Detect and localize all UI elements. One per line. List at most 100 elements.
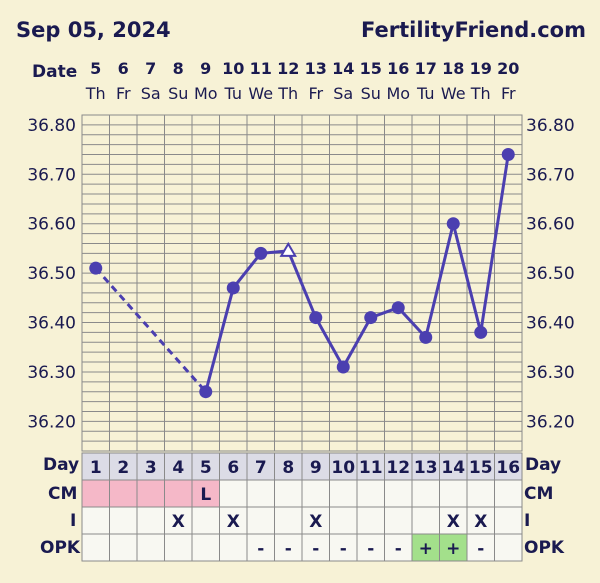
weekday-label: Mo: [194, 84, 218, 103]
day-value: 4: [172, 458, 184, 478]
date-label: 8: [173, 59, 184, 78]
y-tick-label-left: 36.20: [27, 412, 76, 432]
date-label: 10: [222, 59, 244, 78]
weekday-label: Th: [85, 84, 106, 103]
y-tick-label-right: 36.80: [526, 116, 575, 136]
cm-cell: [109, 479, 138, 508]
i-cell: [466, 506, 495, 535]
y-tick-label-right: 36.30: [526, 363, 575, 383]
cm-cell: [466, 479, 495, 508]
weekday-label: Su: [168, 84, 188, 103]
cm-cell: [384, 479, 413, 508]
day-value: 3: [145, 458, 157, 478]
i-value: X: [474, 512, 487, 532]
series-line: [341, 316, 373, 368]
cm-cell: [439, 479, 468, 508]
day-value: 11: [359, 458, 383, 478]
weekday-label: Th: [470, 84, 491, 103]
y-tick-label-right: 36.70: [526, 165, 575, 185]
day-value: 9: [310, 458, 322, 478]
i-row-label-right: I: [524, 511, 531, 531]
date-label: 19: [470, 59, 492, 78]
opk-cell: [109, 533, 138, 562]
opk-value: +: [446, 539, 460, 559]
weekday-label: We: [441, 84, 466, 103]
date-label: 14: [332, 59, 354, 78]
cm-cell: [494, 479, 523, 508]
day-cell: [356, 452, 385, 481]
day-cell: [136, 452, 165, 481]
series-line: [451, 223, 483, 333]
cm-cell: [136, 479, 165, 508]
i-cell: [356, 506, 385, 535]
day-cell: [494, 452, 523, 481]
weekday-label: Mo: [386, 84, 410, 103]
opk-value: -: [367, 539, 374, 559]
cm-row-label-left: CM: [48, 484, 78, 504]
day-value: 10: [331, 458, 355, 478]
weekday-label: Sa: [141, 84, 161, 103]
data-point: [501, 148, 515, 162]
day-value: 8: [282, 458, 294, 478]
opk-cell: [164, 533, 193, 562]
y-tick-label-left: 36.30: [27, 363, 76, 383]
day-value: 6: [227, 458, 239, 478]
weekday-label: Th: [277, 84, 298, 103]
date-label: 9: [200, 59, 211, 78]
series-line: [314, 316, 345, 368]
day-value: 14: [441, 458, 465, 478]
i-cell: [411, 506, 440, 535]
opk-value: +: [419, 539, 433, 559]
opk-cell: [191, 533, 220, 562]
day-value: 13: [414, 458, 438, 478]
i-cell: [494, 506, 523, 535]
i-row-label-left: I: [70, 511, 77, 531]
date-label: 6: [118, 59, 129, 78]
y-tick-label-right: 36.50: [526, 264, 575, 284]
cm-cell: [219, 479, 248, 508]
day-value: 2: [117, 458, 129, 478]
cm-cell: [356, 479, 385, 508]
y-tick-label-left: 36.70: [27, 165, 76, 185]
cm-value: L: [200, 485, 211, 505]
date-label: 13: [305, 59, 327, 78]
day-cell: [109, 452, 138, 481]
i-cell: [109, 506, 138, 535]
opk-cell: [329, 533, 358, 562]
day-value: 5: [200, 458, 212, 478]
opk-cell: [301, 533, 330, 562]
opk-value: -: [257, 539, 264, 559]
date-label: 7: [145, 59, 156, 78]
opk-cell: [411, 533, 440, 562]
opk-value: -: [312, 539, 319, 559]
cm-cell: [301, 479, 330, 508]
chart-date-title: Sep 05, 2024: [16, 18, 171, 42]
cm-row-label-right: CM: [524, 484, 554, 504]
weekday-label: Fr: [501, 84, 516, 103]
weekday-label: Fr: [116, 84, 131, 103]
date-label: 20: [497, 59, 519, 78]
day-cell: [81, 452, 110, 481]
i-cell: [246, 506, 275, 535]
day-cell: [274, 452, 303, 481]
y-tick-label-right: 36.40: [526, 314, 575, 334]
data-point: [254, 246, 268, 260]
weekday-label: Tu: [224, 84, 242, 103]
day-value: 1: [90, 458, 102, 478]
data-point: [391, 301, 405, 315]
weekday-label: We: [248, 84, 273, 103]
opk-value: -: [395, 539, 402, 559]
opk-cell: [136, 533, 165, 562]
opk-cell: [219, 533, 248, 562]
opk-cell: [494, 533, 523, 562]
date-label: 16: [387, 59, 409, 78]
cm-cell: [191, 479, 220, 508]
y-tick-label-left: 36.50: [27, 264, 76, 284]
series-line: [204, 287, 235, 393]
data-point: [309, 311, 323, 325]
site-name: FertilityFriend.com: [361, 18, 586, 42]
date-label: 11: [250, 59, 272, 78]
weekday-label: Tu: [416, 84, 434, 103]
i-cell: [136, 506, 165, 535]
